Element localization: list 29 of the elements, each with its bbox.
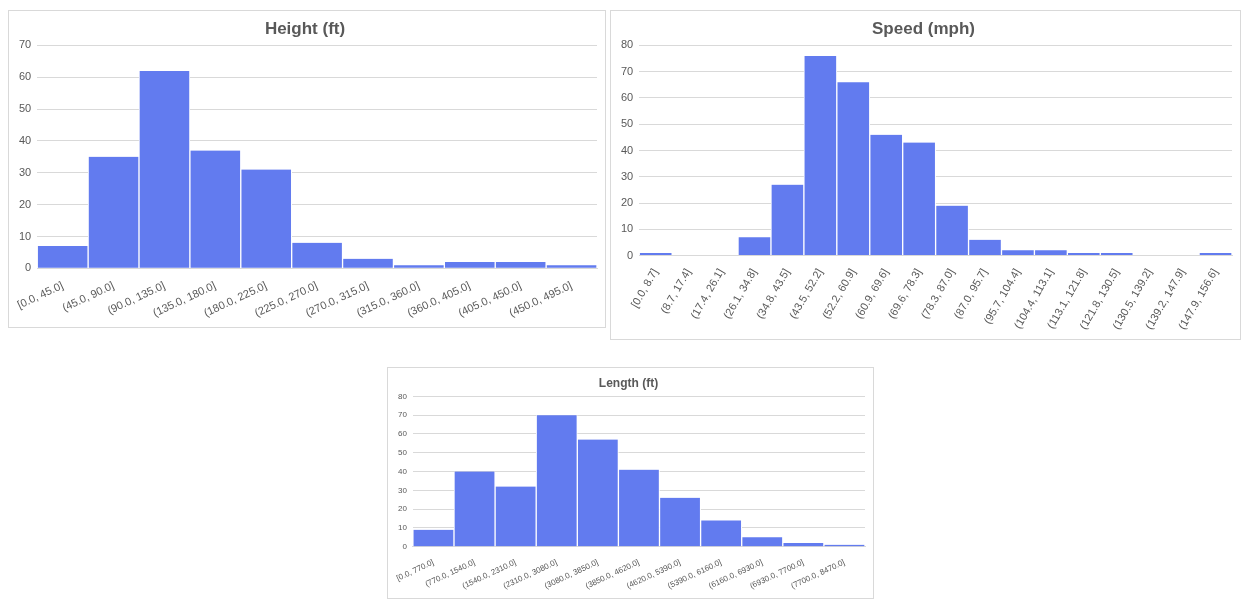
chart-title: Speed (mph)	[872, 18, 975, 38]
y-tick-label: 10	[620, 222, 634, 235]
y-tick-label: 0	[402, 541, 408, 551]
y-tick-label: 40	[18, 133, 32, 146]
y-tick-label: 30	[397, 485, 408, 495]
y-tick-label: 70	[620, 64, 634, 77]
y-tick-label: 60	[620, 90, 634, 103]
y-tick-label: 20	[620, 196, 634, 209]
y-tick-label: 30	[620, 169, 634, 182]
y-tick-label: 70	[397, 410, 408, 420]
y-tick-label: 50	[397, 447, 408, 457]
y-tick-label: 60	[397, 429, 408, 439]
y-tick-label: 30	[18, 165, 32, 178]
y-tick-label: 50	[18, 102, 32, 115]
y-tick-label: 20	[397, 504, 408, 514]
y-tick-label: 20	[18, 197, 32, 210]
y-tick-label: 40	[397, 466, 408, 476]
y-tick-label: 10	[18, 229, 32, 242]
chart-title: Length (ft)	[598, 375, 659, 390]
y-tick-label: 80	[620, 38, 634, 51]
y-tick-label: 70	[18, 38, 32, 51]
y-tick-label: 10	[397, 523, 408, 533]
y-tick-label: 60	[18, 70, 32, 83]
chart-title: Height (ft)	[264, 18, 346, 38]
y-tick-label: 80	[397, 391, 408, 401]
y-tick-label: 40	[620, 143, 634, 156]
y-tick-label: 0	[25, 261, 32, 274]
y-tick-label: 50	[620, 117, 634, 130]
y-tick-label: 0	[627, 248, 634, 261]
